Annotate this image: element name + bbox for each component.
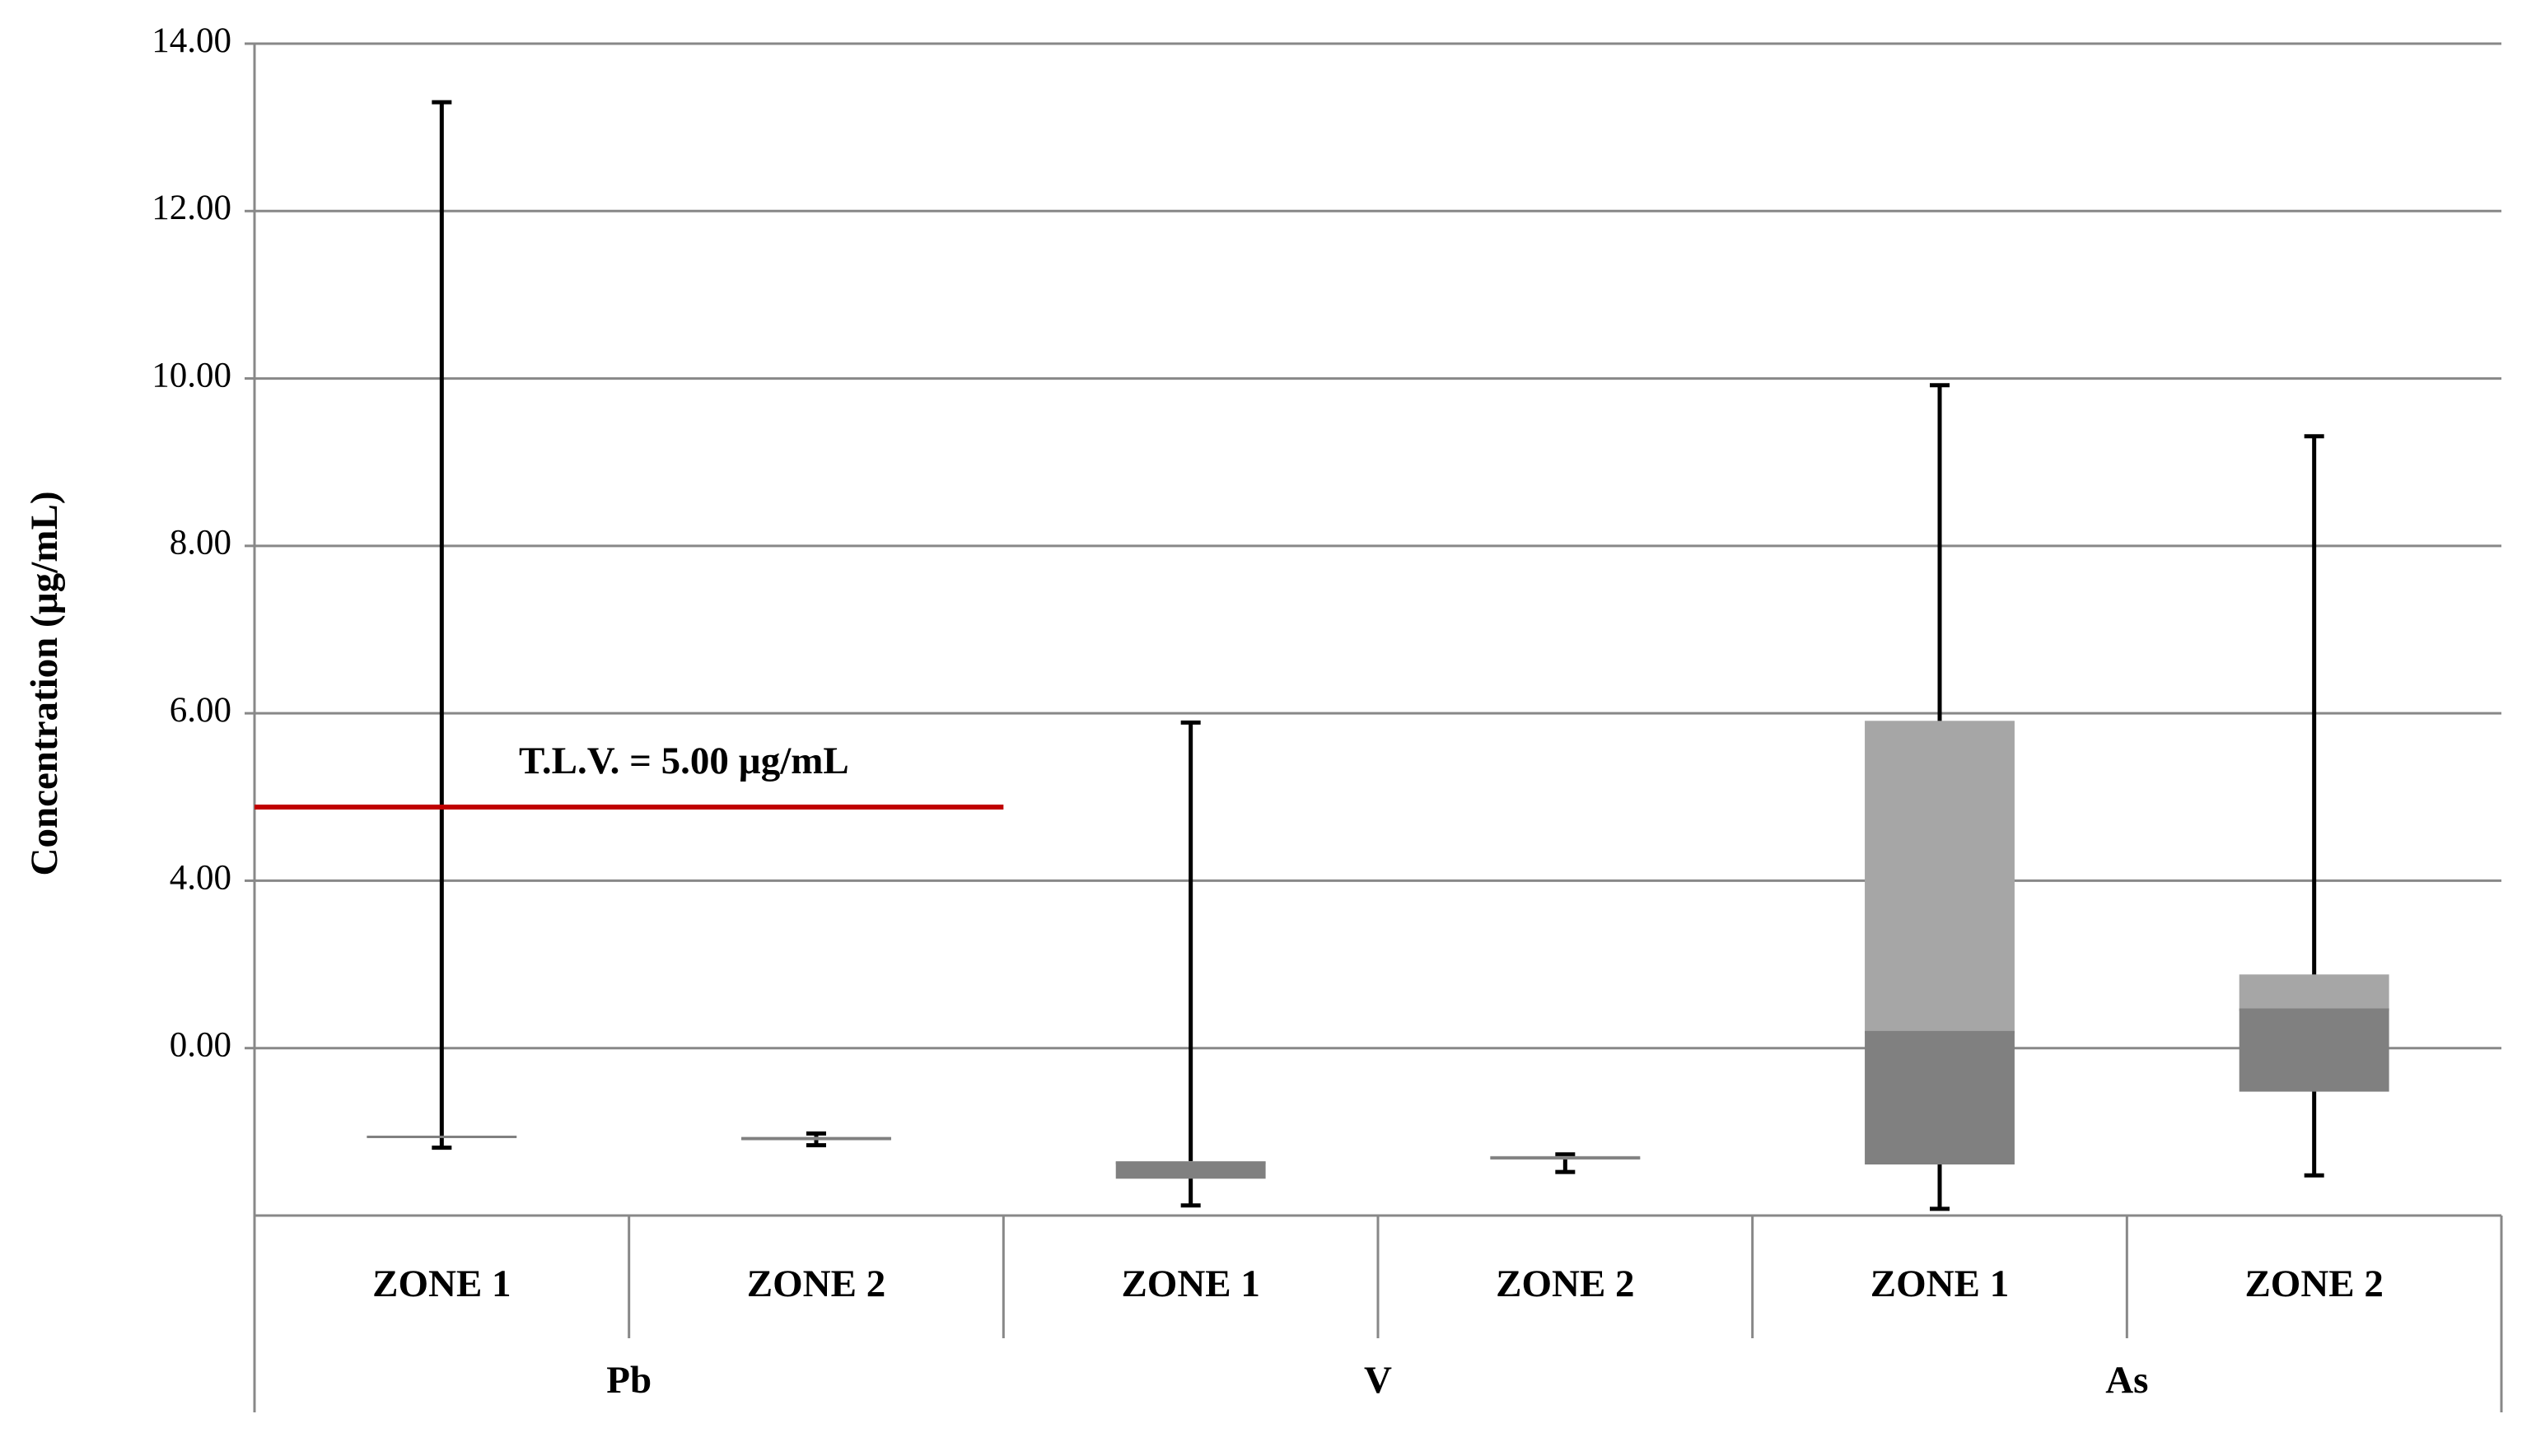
y-axis-label: Concentration (µg/mL) [23,492,66,876]
x-tick-label: ZONE 2 [1496,1262,1634,1305]
x-tick-label: ZONE 2 [2244,1262,2383,1305]
box-upper [1865,721,2015,1033]
y-tick-label: 4.00 [170,858,231,897]
x-tick-label: ZONE 2 [747,1262,885,1305]
y-tick-label: 10.00 [152,356,231,394]
box-upper [2239,974,2389,1010]
box-lower [1115,1162,1266,1179]
group-label: V [1364,1359,1392,1402]
group-label: Pb [606,1359,652,1402]
y-tick-label: 14.00 [152,21,231,60]
group-label: As [2105,1359,2148,1402]
y-tick-label: 12.00 [152,189,231,227]
y-tick-label: 8.00 [170,524,231,562]
box-lower [2239,1009,2389,1092]
y-tick-label: 0.00 [170,1026,231,1065]
x-tick-label: ZONE 1 [372,1262,511,1305]
x-tick-label: ZONE 1 [1121,1262,1259,1305]
threshold-label: T.L.V. = 5.00 µg/mL [519,740,849,782]
y-tick-label: 6.00 [170,691,231,730]
x-tick-label: ZONE 1 [1870,1262,2009,1305]
box-lower [1865,1032,2015,1164]
